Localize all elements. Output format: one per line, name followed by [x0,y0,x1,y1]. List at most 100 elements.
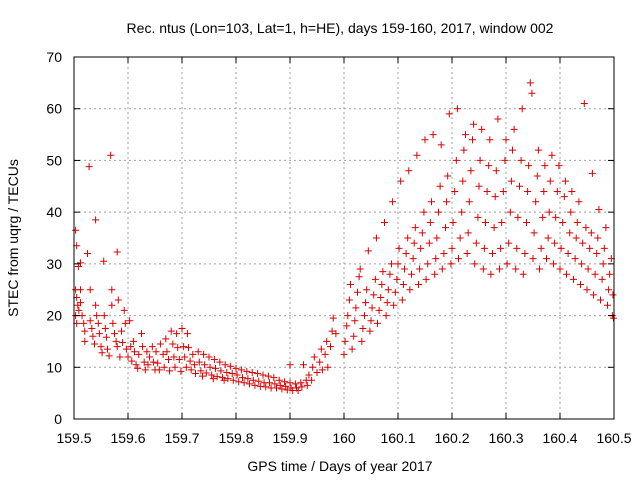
x-tick-label: 160.1 [380,430,415,446]
data-point [568,187,576,195]
data-point [210,356,218,364]
data-point [232,364,240,372]
y-tick-label: 10 [46,359,62,375]
data-point [264,372,272,380]
data-point [364,247,372,255]
data-point [586,244,594,252]
data-point [343,322,351,330]
data-point [224,375,232,383]
data-point [518,105,526,113]
data-point [426,218,434,226]
data-point [561,177,569,185]
data-point [116,353,124,361]
data-point [552,213,560,221]
data-point [363,286,371,294]
data-point [255,377,263,385]
data-point [265,379,273,387]
data-point [94,319,102,327]
data-point [89,332,97,340]
data-point [375,306,383,314]
data-point [270,374,278,382]
x-tick-label: 159.7 [164,430,199,446]
data-point [399,281,407,289]
data-point [543,255,550,263]
data-point [588,169,596,177]
data-point [481,218,489,226]
data-point [382,312,390,320]
data-point [489,250,496,258]
data-point [170,353,178,361]
data-point [76,286,84,294]
data-point [464,229,472,237]
x-tick-labels: 159.5 159.6 159.7 159.8 159.9 160 160.1 160.2 16… [56,430,631,446]
data-point [329,314,337,322]
data-point [496,265,504,273]
data-point [512,265,520,273]
data-point [452,156,460,164]
data-point [435,208,442,216]
data-point [109,319,117,327]
data-point [393,275,401,283]
data-point [386,270,394,278]
data-point [432,255,440,263]
data-point [262,383,270,391]
data-point [449,218,457,226]
data-point [580,100,588,108]
data-point [189,350,197,358]
data-point [194,348,202,356]
data-point [190,361,198,369]
data-point [206,363,214,371]
data-point [517,156,525,164]
y-tick-label: 30 [46,256,62,272]
data-point [497,244,505,252]
data-point [368,304,376,312]
data-point [409,255,417,263]
data-point [121,319,129,327]
data-point [388,260,396,268]
data-point [251,381,259,389]
data-point [186,357,194,365]
data-point [499,187,507,195]
data-point [431,270,439,278]
data-point [175,356,183,364]
data-point [327,343,334,351]
data-point [391,288,399,296]
data-point [553,187,561,195]
x-tick-label: 160.5 [596,430,631,446]
data-point [438,265,446,273]
data-point [81,327,89,335]
data-point [278,385,286,393]
data-point [472,239,480,247]
data-point [444,172,452,180]
data-point [155,366,163,374]
data-point [76,299,84,307]
data-point [424,260,432,268]
data-point [398,296,406,304]
data-point [181,353,189,361]
data-point [397,177,405,185]
data-point [589,291,597,299]
data-point [456,234,464,242]
data-point [548,151,556,159]
data-point [156,340,164,348]
data-point [503,260,511,268]
data-point [513,244,521,252]
data-point [350,332,358,340]
data-point [408,270,415,278]
data-point [92,301,100,309]
data-point [562,270,570,278]
data-point [127,343,135,351]
data-point [381,218,388,226]
data-point [361,312,369,320]
data-point [570,275,577,283]
data-point [523,218,531,226]
data-point [418,229,426,237]
data-point [429,131,437,139]
data-point [177,367,185,375]
data-point [487,270,495,278]
data-point [233,371,241,379]
data-point [366,327,374,335]
data-point [244,375,252,383]
data-point [498,218,506,226]
data-point [213,373,221,381]
